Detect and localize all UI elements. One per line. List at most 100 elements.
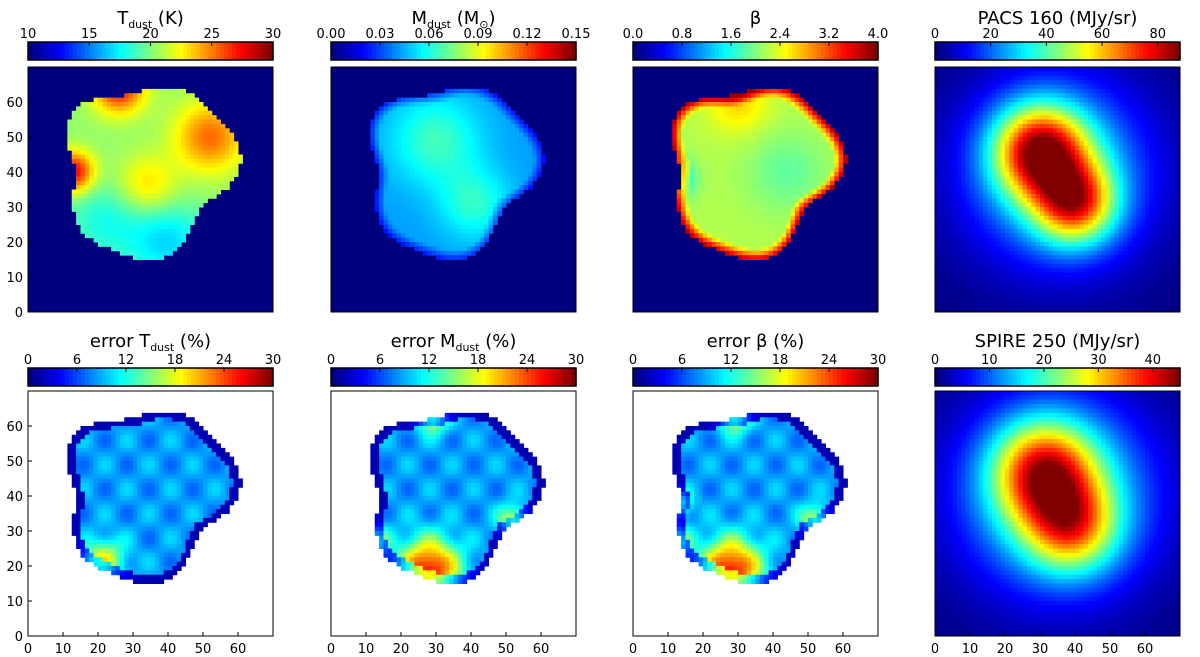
heatmap-cell [80,180,86,186]
heatmap-cell [759,128,765,134]
heatmap-cell [786,102,792,107]
colorbar-swatch [162,42,168,60]
heatmap-cell [111,220,117,226]
heatmap-cell [440,154,446,160]
heatmap-cell [124,220,130,226]
heatmap-cell [1018,294,1024,300]
heatmap-cell [102,97,108,103]
heatmap-cell [89,110,95,116]
heatmap-cell [996,67,1002,72]
heatmap-cell [939,224,945,230]
heatmap-cell [983,128,989,134]
heatmap-cell [996,207,1002,212]
heatmap-cell [956,215,962,221]
heatmap-cell [471,97,476,103]
heatmap-cell [514,180,520,186]
heatmap-cell [961,154,967,160]
heatmap-cell [983,246,989,252]
heatmap-cell [414,154,420,160]
heatmap-cell [983,193,989,199]
colorbar-swatch [694,42,699,60]
heatmap-cell [1009,180,1015,186]
heatmap-cell [970,294,975,300]
heatmap-cell [506,189,511,195]
heatmap-cell [991,75,997,81]
heatmap-cell [146,119,152,125]
heatmap-cell [466,228,472,234]
heatmap-cell [746,233,752,239]
colorbar-swatch [93,42,99,60]
heatmap-cell [67,141,73,147]
heatmap-cell [987,176,993,182]
heatmap-cell [768,145,774,151]
heatmap-cell [93,193,99,199]
heatmap-cell [159,88,165,94]
heatmap-cell [216,180,222,186]
heatmap-cell [154,228,160,234]
heatmap-cell [440,215,446,221]
heatmap-cell [799,207,805,212]
heatmap-cell [514,167,520,173]
heatmap-cell [181,193,187,199]
heatmap-cell [773,158,778,164]
heatmap-cell [965,167,971,173]
heatmap-cell [111,128,117,134]
heatmap-cell [970,259,975,265]
heatmap-cell [768,224,774,230]
heatmap-cell [392,163,398,169]
colorbar-swatch [567,42,573,60]
heatmap-cell [172,137,178,142]
colorbar-swatch [935,42,940,60]
heatmap-cell [834,150,840,156]
heatmap-cell [1018,250,1024,256]
heatmap-cell [392,228,398,234]
heatmap-cell [711,215,717,221]
heatmap-cell [996,145,1002,151]
heatmap-cell [978,115,984,121]
heatmap-cell [755,220,761,226]
heatmap-cell [471,154,476,160]
heatmap-cell [211,150,217,156]
y-tick-label: 20 [6,236,23,251]
heatmap-cell [181,154,187,160]
heatmap-cell [506,176,511,182]
heatmap-cell [93,233,99,239]
heatmap-cell [974,180,980,186]
colorbar-tick-label: 20 [142,27,159,42]
heatmap-cell [457,93,463,99]
heatmap-cell [1005,150,1010,156]
heatmap-cell [681,207,687,212]
heatmap-cell [716,189,722,195]
heatmap-cell [961,123,967,129]
heatmap-cell [978,88,984,94]
heatmap-cell [76,180,82,186]
heatmap-cell [211,163,217,169]
heatmap-cell [742,207,748,212]
heatmap-cell [672,128,678,134]
heatmap-cell [93,189,99,195]
heatmap-cell [746,132,752,138]
heatmap-cell [488,93,494,99]
heatmap-cell [532,150,538,156]
heatmap-cell [943,132,949,138]
heatmap-cell [720,233,726,239]
heatmap-cell [457,115,463,121]
heatmap-cell [948,215,954,221]
heatmap-cell [685,150,691,156]
heatmap-cell [80,202,86,208]
heatmap-cell [133,228,138,234]
heatmap-cell [172,128,178,134]
heatmap-cell [829,163,835,169]
heatmap-cell [457,123,463,129]
heatmap-cell [983,211,989,217]
heatmap-cell [466,198,472,204]
heatmap-cell [163,102,169,107]
heatmap-cell [466,106,472,112]
colorbar-swatch [841,42,846,60]
heatmap-cell [974,237,980,243]
heatmap-cell [479,119,485,125]
heatmap-cell [224,154,230,160]
heatmap-cell [141,158,147,164]
heatmap-cell [1009,250,1015,256]
heatmap-cell [742,141,748,147]
